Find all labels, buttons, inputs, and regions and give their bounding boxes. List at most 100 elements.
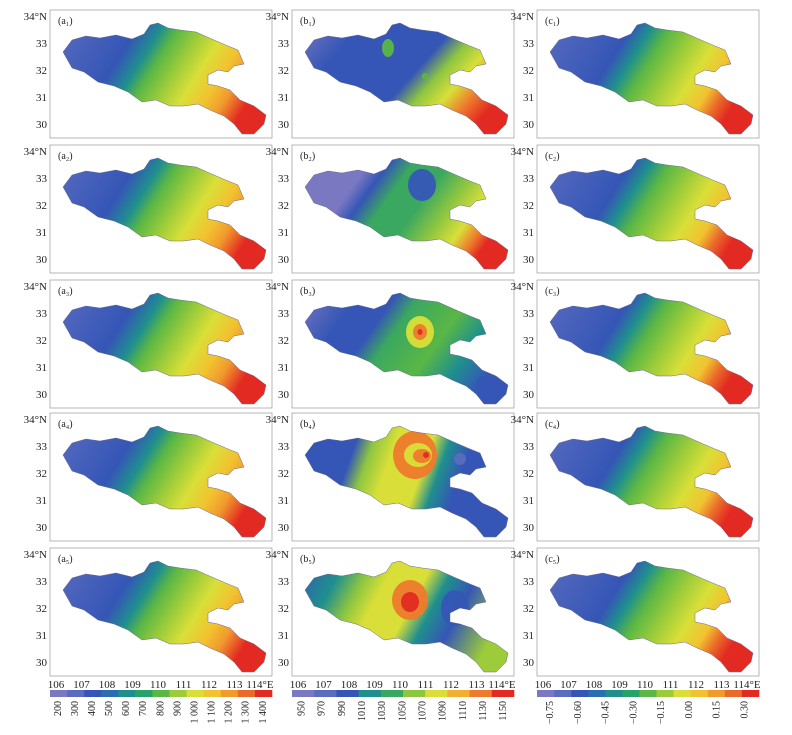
legend-swatch (135, 690, 153, 697)
legend-label: 1090 (438, 701, 449, 721)
lat-tick-label: 34°N (266, 549, 289, 561)
lat-tick-label: 32 (278, 65, 289, 77)
lon-tick-label: 107 (315, 679, 332, 691)
panel-3-2: (c₄) (536, 412, 760, 542)
lat-tick-label: 34°N (24, 414, 47, 426)
lon-tick-label: 114°E (733, 679, 760, 691)
lat-tick-label: 34°N (24, 549, 47, 561)
legend-swatch (314, 690, 337, 697)
lon-tick-label: 113 (226, 679, 243, 691)
panel-label: (a₁) (58, 16, 73, 27)
legend-swatch (425, 690, 448, 697)
legend-label: 990 (337, 701, 348, 716)
lat-tick-label: 32 (36, 468, 47, 480)
panel-frame (536, 144, 760, 274)
panel-frame (536, 9, 760, 139)
legend-swatch (67, 690, 85, 697)
lat-tick-label: 33 (36, 308, 48, 320)
lon-tick-label: 110 (392, 679, 409, 691)
map-region (304, 292, 509, 405)
legend-label: 1050 (397, 701, 408, 721)
legend-swatch (118, 690, 136, 697)
lat-tick-label: 30 (278, 119, 290, 131)
lat-tick-label: 33 (278, 38, 290, 50)
color-legends: 200 300 400 500 600 700 800 900 1 000 1 100 1 200 1… (50, 690, 760, 724)
panel-2-1: (b₃) (291, 279, 515, 409)
map-region (549, 425, 754, 538)
lat-tick-label: 33 (523, 308, 535, 320)
lat-tick-label: 34°N (266, 146, 289, 158)
legend-label: 400 (87, 701, 98, 716)
lat-tick-label: 33 (36, 576, 48, 588)
lat-tick-label: 31 (523, 495, 534, 507)
lat-tick-label: 33 (523, 173, 535, 185)
legend-swatch (380, 690, 404, 697)
lon-tick-label: 108 (99, 679, 116, 691)
panel-label: (c₄) (545, 419, 560, 430)
legend-swatch (203, 690, 222, 697)
panel-label: (b₃) (300, 286, 315, 297)
lat-tick-label: 34°N (24, 281, 47, 293)
legend-label: 700 (138, 701, 149, 716)
lat-tick-label: 31 (36, 227, 47, 239)
lon-tick-label: 112 (443, 679, 459, 691)
legend-swatch (403, 690, 426, 697)
lon-tick-label: 108 (341, 679, 358, 691)
panel-1-0: (a₂) (49, 144, 273, 274)
panel-2-0: (a₃) (49, 279, 273, 409)
panel-frame (49, 412, 273, 542)
legend-swatch (673, 690, 691, 697)
lat-tick-label: 32 (36, 603, 47, 615)
panel-label: (b₂) (300, 151, 315, 162)
panel-frame (49, 279, 273, 409)
lat-tick-label: 31 (278, 362, 289, 374)
lat-tick-label: 32 (278, 603, 289, 615)
panel-frame (291, 547, 515, 677)
legend-label: 1 200 (224, 701, 235, 724)
lat-tick-label: 32 (36, 335, 47, 347)
lat-tick-label: 34°N (511, 414, 534, 426)
panel-2-2: (c₃) (536, 279, 760, 409)
lat-tick-label: 32 (36, 65, 47, 77)
legend-label: 600 (121, 701, 132, 716)
lat-tick-label: 34°N (266, 414, 289, 426)
panel-label: (b₁) (300, 16, 315, 27)
legend-swatch (537, 690, 555, 697)
legend-swatch (50, 690, 68, 697)
panel-frame (536, 547, 760, 677)
panel-frame (49, 144, 273, 274)
legend-label: −0.75 (545, 701, 556, 724)
lon-tick-label: 109 (611, 679, 628, 691)
lat-tick-label: 33 (278, 173, 290, 185)
panel-label: (a₃) (58, 286, 73, 297)
panel-4-1: (b₅) (291, 547, 515, 677)
legend-label: 1 400 (258, 701, 269, 724)
legend-label: 0.00 (684, 701, 695, 719)
panel-frame (536, 279, 760, 409)
legend-label: 950 (296, 701, 307, 716)
legend-swatch (336, 690, 359, 697)
latitude-labels: 34°N 33 32 31 30 34°N 33 32 31 30 34°N 33 32 31 30 34°N… (24, 11, 535, 669)
legend-swatch (639, 690, 657, 697)
legend-swatch (571, 690, 589, 697)
lat-tick-label: 31 (278, 630, 289, 642)
legend-label: 1 100 (207, 701, 218, 724)
lon-tick-label: 111 (663, 679, 679, 691)
legend-swatch (554, 690, 572, 697)
panel-label: (a₂) (58, 151, 73, 162)
panel-frame (291, 412, 515, 542)
legend-swatch (358, 690, 382, 697)
legend-swatch (84, 690, 102, 697)
legend-label: −0.30 (628, 701, 639, 724)
lat-tick-label: 32 (523, 200, 534, 212)
lon-tick-label: 106 (535, 679, 552, 691)
lon-tick-label: 109 (366, 679, 383, 691)
map-region (549, 157, 754, 270)
lat-tick-label: 31 (278, 227, 289, 239)
lat-tick-label: 34°N (511, 11, 534, 23)
lat-tick-label: 31 (36, 362, 47, 374)
map-region (549, 292, 754, 405)
lat-tick-label: 32 (523, 603, 534, 615)
panel-0-0: (a₁) (49, 9, 273, 139)
legend-swatch (605, 690, 623, 697)
